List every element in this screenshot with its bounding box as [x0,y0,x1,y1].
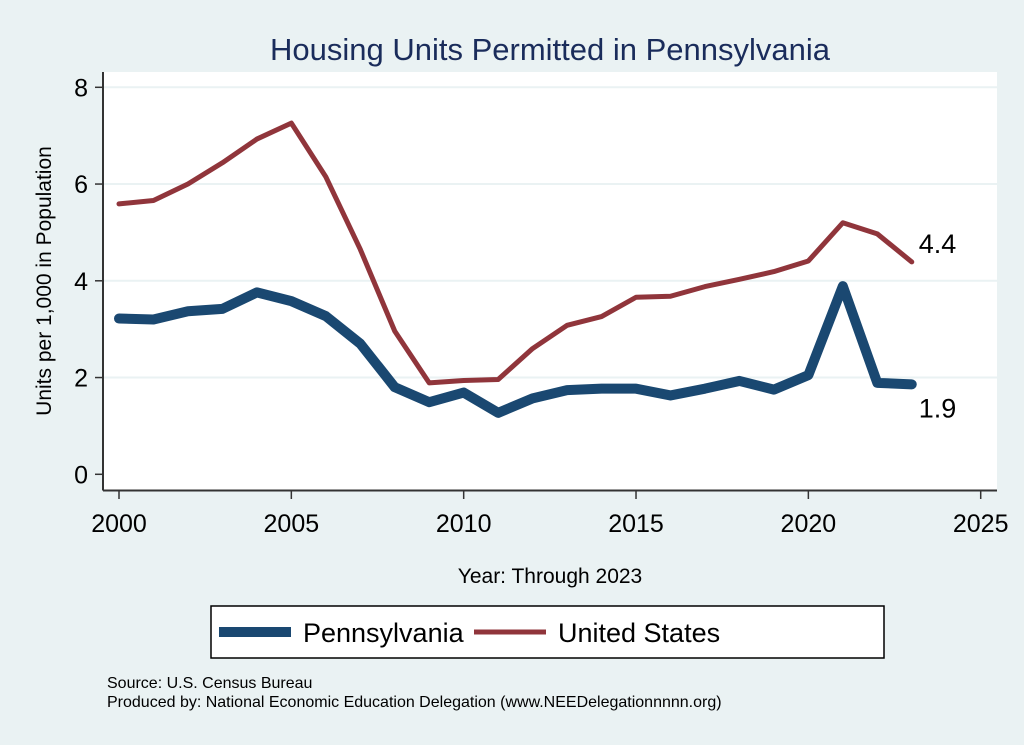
series-layer [114,120,917,418]
x-tick-label: 2010 [436,510,492,538]
legend-label-pennsylvania: Pennsylvania [303,618,465,648]
y-tick-label: 8 [74,74,88,102]
y-tick-label: 2 [74,365,88,393]
x-tick-label: 2000 [91,510,147,538]
x-tick-label: 2015 [608,510,664,538]
y-tick-label: 4 [74,268,88,296]
legend-label-united-states: United States [558,618,720,648]
x-tick-label: 2005 [264,510,320,538]
y-axis-title: Units per 1,000 in Population [33,146,56,416]
end-label-pennsylvania: 1.9 [919,393,957,423]
footer-produced-by: Produced by: National Economic Education… [107,694,722,711]
y-tick-label: 6 [74,171,88,199]
end-labels: 1.9 4.4 [919,229,957,423]
x-ticks: 2000 2005 2010 2015 2020 2025 [91,491,1009,538]
legend-box [210,605,885,659]
end-label-united-states: 4.4 [919,229,957,259]
x-axis-title: Year: Through 2023 [458,565,643,588]
series-line-pennsylvania [114,281,917,418]
y-tick-label: 0 [74,461,88,489]
gridlines [104,86,997,379]
series-line-united-states [116,120,915,386]
footer-source: Source: U.S. Census Bureau [107,675,312,692]
chart-title: Housing Units Permitted in Pennsylvania [270,32,831,67]
y-ticks: 0 2 4 6 8 [74,74,103,489]
legend: Pennsylvania United States [210,605,885,659]
x-tick-label: 2020 [781,510,837,538]
x-tick-label: 2025 [953,510,1009,538]
